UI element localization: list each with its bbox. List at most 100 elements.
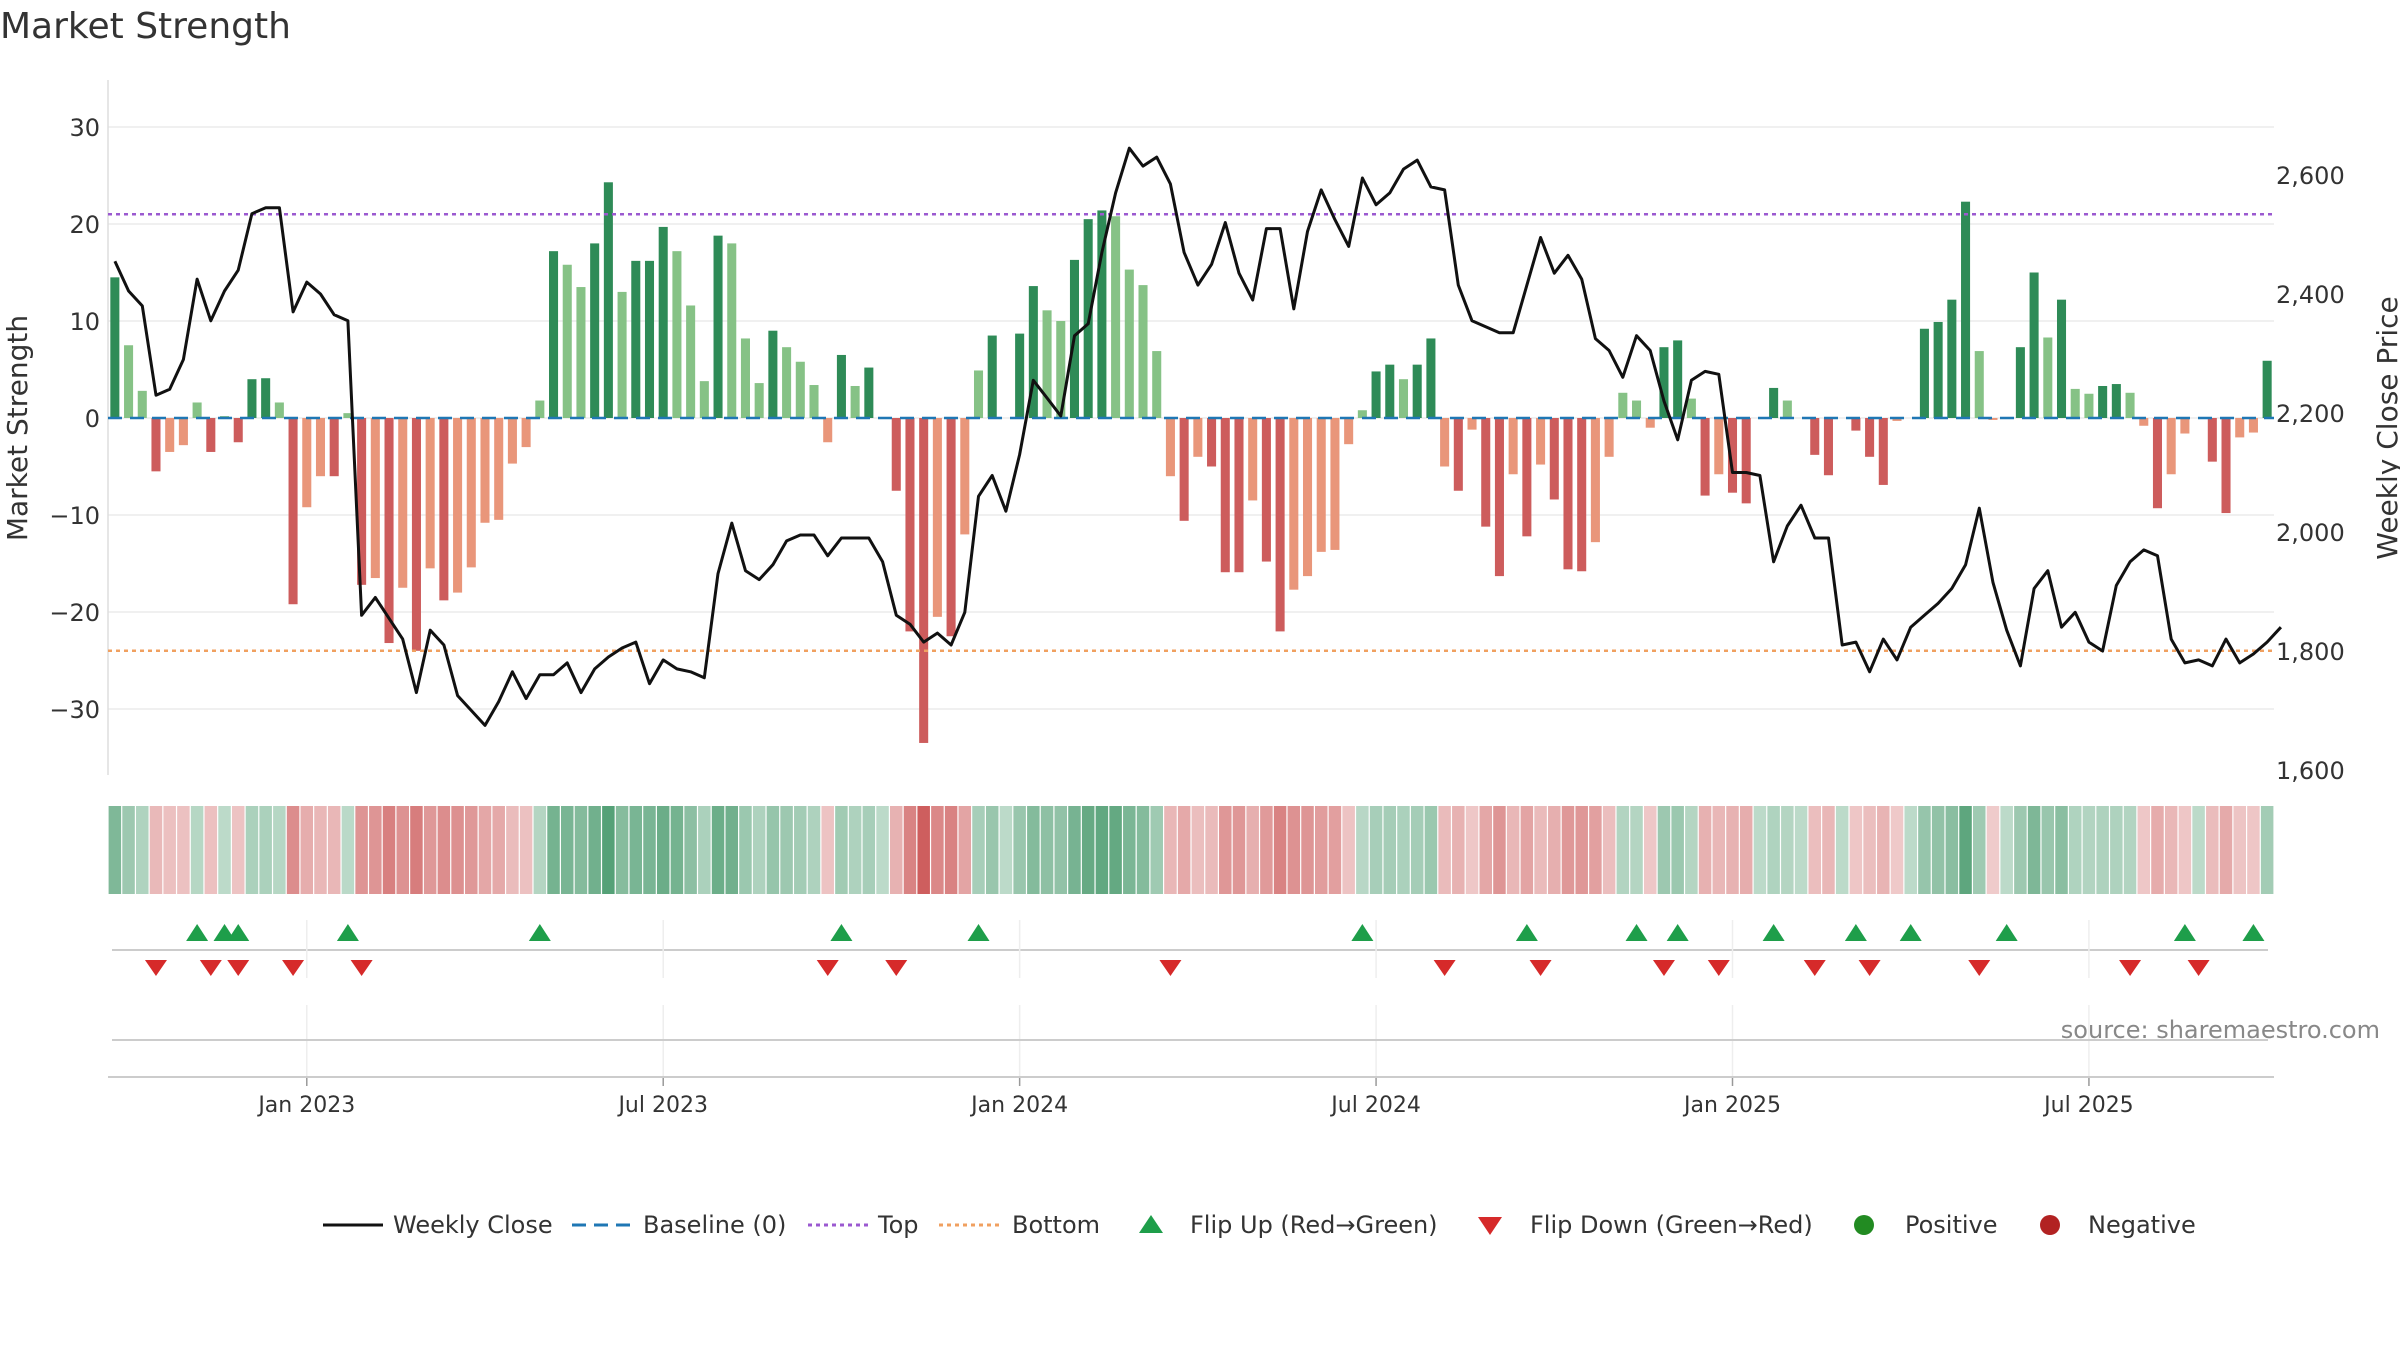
y2-tick-label: 2,200 <box>2276 400 2345 428</box>
strength-bar <box>782 347 792 418</box>
flip-up-marker <box>2173 924 2196 941</box>
heat-strip-cell <box>903 806 917 894</box>
flip-down-marker <box>2119 960 2142 976</box>
strength-bar <box>1028 286 1038 418</box>
flip-up-marker <box>2242 924 2265 941</box>
flip-up-marker <box>967 924 990 941</box>
strength-bar <box>932 418 942 617</box>
heat-strip-cell <box>108 806 122 894</box>
flip-up-marker <box>1762 924 1785 941</box>
heat-strip-cell <box>1109 806 1122 894</box>
strength-bar <box>1220 418 1230 573</box>
legend-label: Bottom <box>1012 1211 1100 1239</box>
heat-strip-cell <box>1287 806 1301 894</box>
legend-flip-down-swatch <box>1478 1217 1502 1235</box>
heat-strip-cell <box>588 806 601 894</box>
legend-positive-swatch <box>1854 1215 1874 1235</box>
source-label: source: sharemaestro.com <box>2061 1016 2380 1044</box>
strength-bar <box>549 251 559 418</box>
heat-strip-cell <box>327 806 341 894</box>
flip-up-marker <box>336 924 359 941</box>
strength-bar <box>302 418 312 508</box>
heat-strip-cell <box>2164 806 2178 894</box>
heat-strip-cell <box>1781 806 1794 894</box>
strength-bar <box>576 287 586 418</box>
strength-bar <box>521 418 531 448</box>
heat-strip-cell <box>273 806 286 894</box>
strength-bar <box>1892 418 1902 421</box>
strength-bar <box>1056 321 1066 418</box>
strength-bar <box>1248 418 1258 501</box>
strength-bar <box>754 383 764 418</box>
heat-strip-cell <box>1383 806 1397 894</box>
strength-bar <box>1878 418 1888 485</box>
flip-down-marker <box>1707 960 1730 976</box>
heat-strip-cell <box>1397 806 1410 894</box>
strength-bar <box>1440 418 1450 467</box>
strength-bar <box>1988 418 1998 420</box>
strength-bar <box>178 418 188 446</box>
heat-strip-cell <box>739 806 752 894</box>
strength-bar <box>1974 351 1984 418</box>
strength-bar <box>370 418 380 579</box>
heat-strip-cell <box>465 806 478 894</box>
heat-strip-cell <box>698 806 711 894</box>
heat-strip-cell <box>1904 806 1917 894</box>
heat-strip-cell <box>1438 806 1451 894</box>
heat-strip-cell <box>1548 806 1561 894</box>
heat-strip-cell <box>437 806 451 894</box>
strength-bar <box>768 330 778 418</box>
legend-label: Top <box>877 1211 919 1239</box>
heat-strip-cell <box>2027 806 2041 894</box>
heat-strip-cell <box>1081 806 1095 894</box>
heat-strip-cell <box>931 806 944 894</box>
strength-bar <box>507 418 517 464</box>
heat-strip-cell <box>1342 806 1355 894</box>
heat-strip-cell <box>1301 806 1314 894</box>
heat-strip-cell <box>2178 806 2192 894</box>
flip-down-marker <box>816 960 839 976</box>
heat-strip-cell <box>1986 806 2000 894</box>
strength-bar <box>1165 418 1175 477</box>
strength-bar <box>1015 333 1025 418</box>
x-tick-label: Jul 2024 <box>1329 1093 1421 1118</box>
heat-strip-cell <box>1054 806 1068 894</box>
y-tick-label: 30 <box>69 114 100 142</box>
strength-bar <box>1481 418 1491 527</box>
strength-bar <box>1563 418 1573 570</box>
heat-strip-cell <box>1191 806 1205 894</box>
y-tick-label: −30 <box>49 696 100 724</box>
strength-bar <box>535 400 545 418</box>
strength-bar <box>2221 418 2231 514</box>
strength-bar <box>261 378 271 418</box>
flip-up-marker <box>1351 924 1374 941</box>
heat-strip-cell <box>1575 806 1588 894</box>
heat-strip-cell <box>355 806 368 894</box>
strength-bar <box>398 418 408 588</box>
strength-bar <box>110 277 120 418</box>
strength-bar <box>2125 392 2135 418</box>
heat-strip-cell <box>1068 806 1081 894</box>
heat-strip-cell <box>684 806 697 894</box>
strength-bar <box>206 418 216 452</box>
strength-bar <box>1385 364 1395 418</box>
strength-bar <box>1700 418 1710 496</box>
heat-strip-cell <box>190 806 204 894</box>
heat-strip-cell <box>1561 806 1575 894</box>
heat-strip-cell <box>286 806 300 894</box>
heat-strip-cell <box>1808 806 1822 894</box>
heat-strip-cell <box>2082 806 2096 894</box>
heat-strip-cell <box>2247 806 2260 894</box>
strength-bar <box>1179 418 1189 521</box>
flip-down-marker <box>199 960 222 976</box>
heat-strip-cell <box>369 806 382 894</box>
flip-down-marker <box>1433 960 1456 976</box>
legend-label: Negative <box>2088 1211 2196 1239</box>
strength-bar <box>466 418 476 568</box>
heat-strip-cell <box>1712 806 1726 894</box>
strength-bar <box>1659 347 1669 418</box>
strength-bar <box>672 251 682 418</box>
heat-strip-cell <box>766 806 780 894</box>
strength-bar <box>713 235 723 418</box>
heat-strip-cell <box>1863 806 1876 894</box>
